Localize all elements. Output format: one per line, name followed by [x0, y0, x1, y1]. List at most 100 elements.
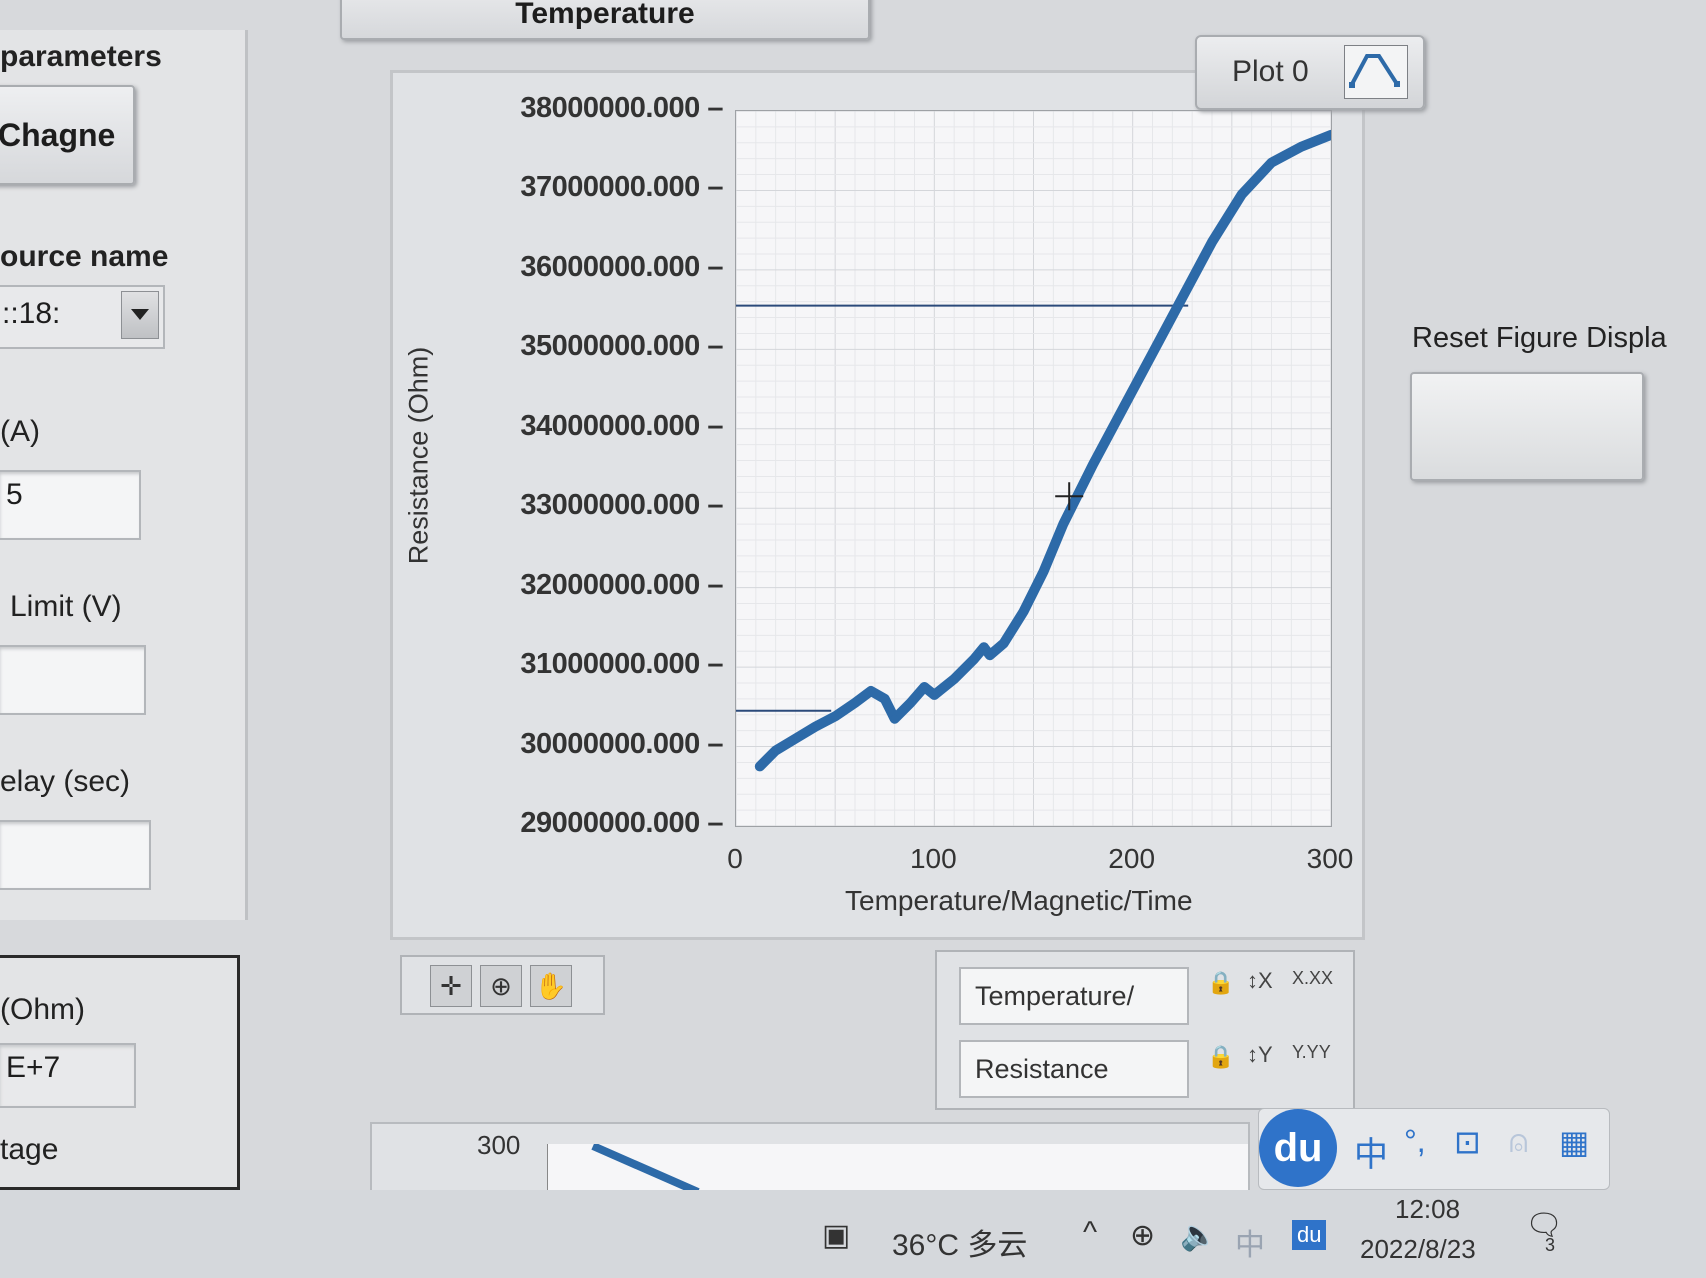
network-icon[interactable]: ⊕ — [1130, 1219, 1156, 1252]
data-point — [1019, 607, 1028, 616]
news-widget-icon[interactable]: ▣ — [822, 1219, 851, 1252]
data-point — [755, 762, 764, 771]
temperature-mode-label: Temperature — [515, 0, 695, 30]
data-point — [811, 722, 820, 731]
data-point — [970, 655, 978, 664]
y-tick-label: 34000000.000 – — [520, 409, 723, 442]
x-tick-label: 100 — [909, 843, 957, 874]
data-point — [851, 698, 859, 707]
y-axis-title: Resistance (Ohm) — [403, 346, 434, 565]
scale-legend: Temperature/ 🔒 ↕X X.XX Resistance 🔒 ↕Y Y… — [935, 950, 1355, 1110]
clock-date[interactable]: 2022/8/23 — [1360, 1234, 1476, 1264]
y-tick-label: 29000000.000 – — [520, 807, 723, 839]
data-point — [1267, 158, 1276, 167]
ime-user-icon[interactable]: ⍝ — [1509, 1123, 1529, 1159]
tray-du-icon[interactable]: du — [1292, 1220, 1327, 1250]
data-point — [979, 643, 988, 652]
data-point — [880, 694, 889, 703]
change-button-label: Chagne — [0, 116, 116, 153]
ime-toolbar: du 中 °, ⊡ ⍝ ▦ — [1258, 1108, 1610, 1190]
plot-legend-name: Plot 0 — [1232, 55, 1309, 88]
weather-text[interactable]: 36°C 多云 — [892, 1229, 1028, 1262]
y-tick-label: 35000000.000 – — [520, 330, 723, 363]
change-button[interactable]: Chagne — [0, 85, 135, 185]
lower-graph: 300 — [370, 1122, 1250, 1196]
y-lock-icon[interactable]: 🔒 — [1207, 1044, 1235, 1069]
notification-count: 3 — [1545, 1235, 1556, 1255]
y-tick-label: 36000000.000 – — [520, 250, 723, 283]
ime-chinese-icon[interactable]: 中 — [1354, 1136, 1388, 1174]
current-label: (A) — [0, 415, 40, 448]
y-tick-label: 37000000.000 – — [520, 171, 723, 204]
y-tick-label: 38000000.000 – — [520, 92, 723, 124]
cursor-move-icon[interactable]: ✛ — [430, 965, 472, 1007]
data-point — [1059, 520, 1068, 529]
source-name-value: ::18: — [2, 297, 61, 330]
data-point — [1327, 130, 1331, 139]
ime-punctuation-icon[interactable]: °, — [1404, 1123, 1426, 1159]
data-point — [1237, 190, 1246, 199]
plot-line-style-icon[interactable] — [1344, 45, 1408, 99]
data-point — [831, 712, 840, 721]
data-point — [1178, 293, 1187, 302]
du-logo-text: du — [1273, 1125, 1323, 1170]
temperature-mode-button[interactable]: Temperature — [340, 0, 870, 40]
du-logo-icon[interactable]: du — [1259, 1109, 1337, 1187]
ime-keyboard-icon[interactable]: ⊡ — [1454, 1124, 1481, 1160]
series-line-0 — [754, 129, 1331, 772]
y-scale-name[interactable]: Resistance — [959, 1040, 1189, 1098]
y-autoscale-icon[interactable]: ↕Y — [1247, 1042, 1273, 1067]
x-scale-name[interactable]: Temperature/ — [959, 967, 1189, 1025]
ime-grid-icon[interactable]: ▦ — [1559, 1124, 1590, 1160]
volume-icon[interactable]: 🔈 — [1180, 1219, 1218, 1252]
zoom-icon[interactable]: ⊕ — [480, 965, 522, 1007]
source-name-select[interactable]: ::18: — [0, 285, 165, 349]
x-autoscale-icon[interactable]: ↕X — [1247, 968, 1273, 993]
parameters-panel: parameters Chagne ource name ::18: (A) 5… — [0, 30, 248, 920]
x-format-icon[interactable]: X.XX — [1292, 968, 1334, 988]
x-lock-icon[interactable]: 🔒 — [1207, 970, 1235, 995]
lower-graph-tick: 300 — [477, 1130, 521, 1160]
readings-panel: (Ohm) E+7 tage — [0, 955, 240, 1190]
pan-hand-icon[interactable]: ✋ — [530, 965, 572, 1007]
parameters-title: parameters — [0, 40, 162, 73]
data-point — [866, 686, 875, 695]
y-tick-label: 33000000.000 – — [520, 489, 723, 522]
dropdown-arrow-icon[interactable] — [121, 291, 159, 339]
voltage-limit-label: Limit (V) — [10, 590, 122, 623]
delay-input[interactable] — [0, 820, 151, 890]
data-point — [999, 639, 1008, 648]
data-point — [1208, 238, 1216, 247]
plot-area[interactable] — [735, 110, 1332, 827]
reset-figure-button[interactable] — [1410, 372, 1644, 481]
x-tick-label: 300 — [1306, 843, 1354, 874]
resistance-label: (Ohm) — [0, 993, 85, 1026]
data-point — [890, 714, 899, 723]
data-point — [791, 734, 800, 743]
current-value: 5 — [6, 478, 23, 511]
data-point — [930, 690, 939, 699]
current-input[interactable]: 5 — [0, 470, 141, 540]
data-point — [985, 651, 994, 660]
x-axis-title: Temperature/Magnetic/Time — [845, 885, 1193, 916]
resistance-value: E+7 — [6, 1051, 61, 1084]
notification-icon[interactable]: 🗨 — [1525, 1209, 1564, 1242]
y-tick-label: 31000000.000 – — [520, 648, 723, 681]
lower-plot-area[interactable] — [547, 1142, 1248, 1196]
plot-canvas[interactable] — [736, 111, 1331, 826]
voltage-label: tage — [0, 1133, 59, 1166]
y-tick-label: 30000000.000 – — [520, 727, 723, 760]
y-format-icon[interactable]: Y.YY — [1292, 1042, 1331, 1062]
x-tick-label: 200 — [1108, 843, 1156, 874]
data-point — [771, 746, 780, 755]
voltage-limit-input[interactable] — [0, 645, 146, 715]
crosshair-cursor[interactable] — [1055, 482, 1084, 511]
data-point — [1297, 142, 1306, 151]
y-tick-label: 32000000.000 – — [520, 568, 723, 601]
clock-time[interactable]: 12:08 — [1395, 1194, 1461, 1224]
tray-expand-icon[interactable]: ^ — [1083, 1216, 1098, 1249]
tray-ime-icon[interactable]: 中 — [1235, 1229, 1265, 1262]
taskbar: ▣ 36°C 多云 ^ ⊕ 🔈 中 du 12:08 2022/8/23 🗨 3 — [0, 1190, 1706, 1278]
plot-legend[interactable]: Plot 0 — [1195, 35, 1425, 110]
delay-label: elay (sec) — [0, 765, 131, 798]
